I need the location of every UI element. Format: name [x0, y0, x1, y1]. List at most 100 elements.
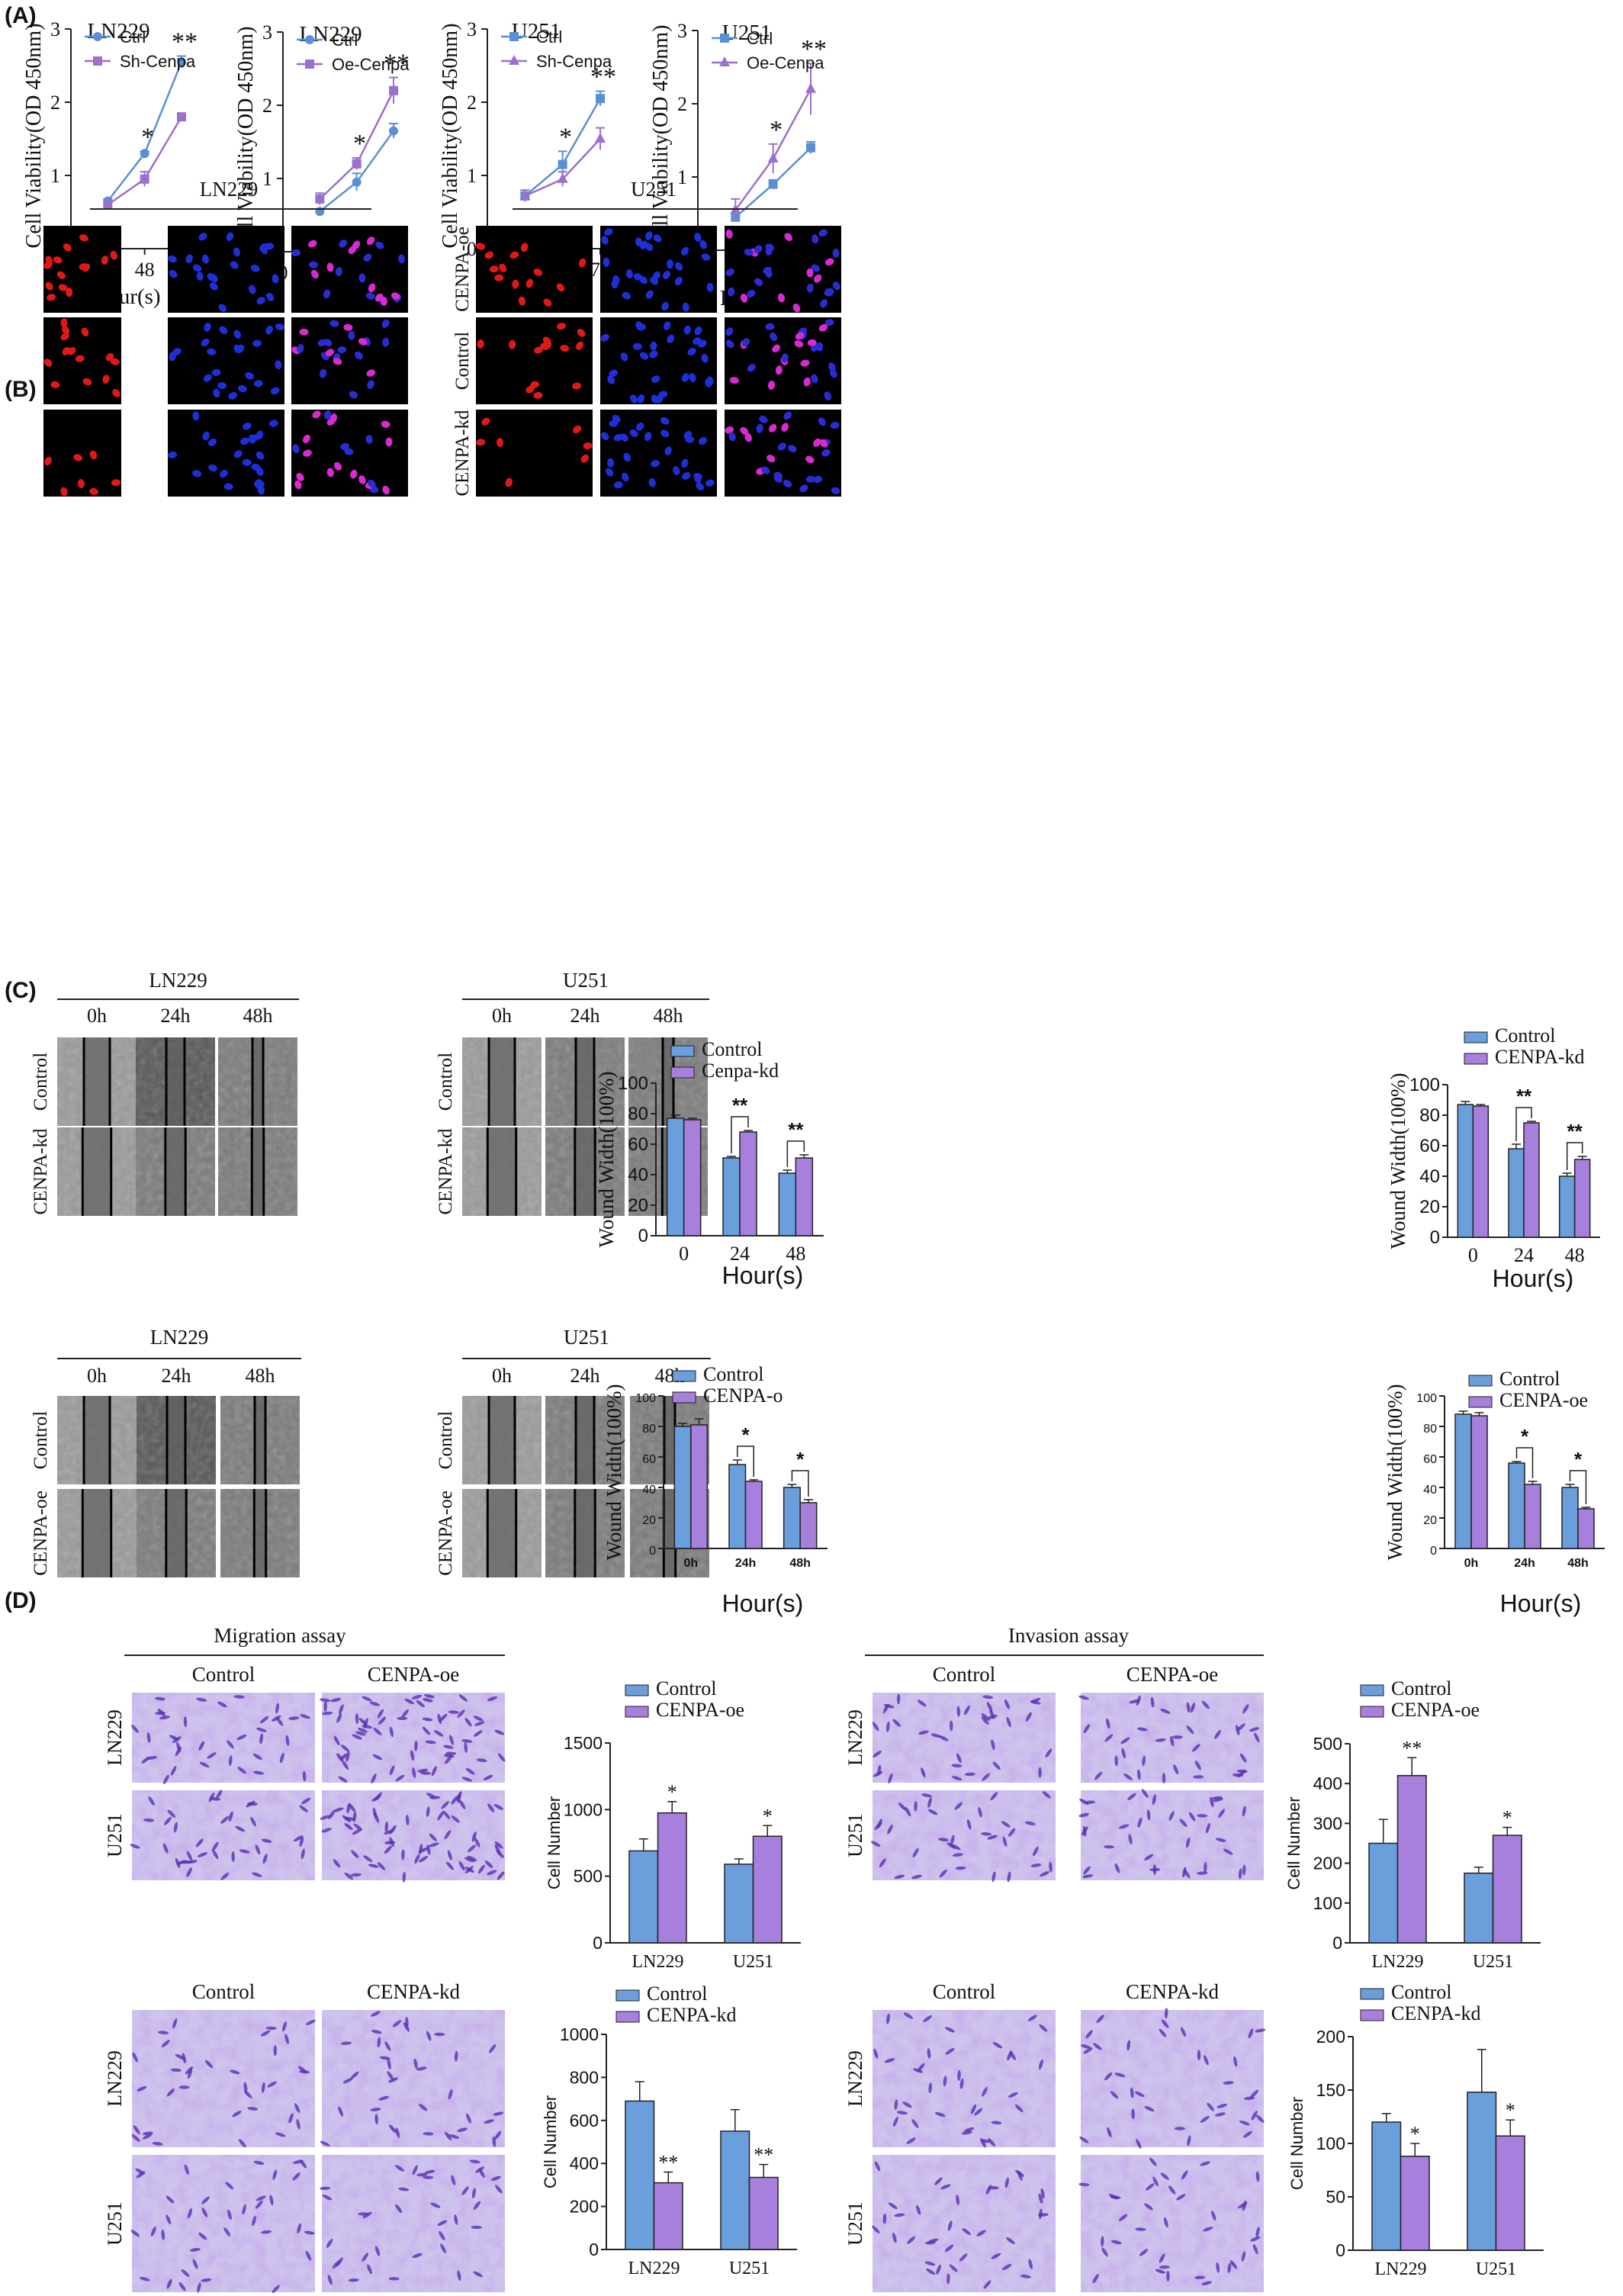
y-tick-label: 200: [1313, 1854, 1342, 1873]
cell-nucleus: [217, 382, 227, 390]
stained-cell: [405, 1815, 410, 1826]
stained-cell: [395, 2127, 400, 2138]
cell-nucleus: [365, 435, 373, 445]
column-label: Control: [192, 1663, 256, 1686]
legend-label: Control: [1499, 1368, 1560, 1390]
stained-cell: [1139, 2249, 1149, 2256]
stained-cell: [256, 2195, 266, 2201]
cell-nucleus: [398, 254, 406, 264]
stained-cell: [448, 1710, 459, 1714]
cell-nucleus: [729, 377, 739, 384]
stained-cell: [1004, 1699, 1010, 1709]
significance-bracket: [1515, 1447, 1534, 1478]
stained-cell: [459, 1799, 466, 1809]
cell-nucleus: [645, 231, 653, 240]
stained-cell: [466, 2113, 472, 2124]
stained-cell: [363, 1855, 373, 1862]
stained-cell: [1030, 1697, 1041, 1703]
y-tick-label: 1: [677, 166, 687, 188]
cell-nucleus: [607, 375, 615, 384]
cell-nucleus: [767, 381, 776, 390]
x-tick-label: U251: [733, 1952, 773, 1972]
row-label: LN229: [104, 1709, 126, 1766]
legend-marker: [509, 32, 519, 41]
cell-nucleus: [795, 332, 805, 340]
cell-nucleus: [613, 481, 623, 489]
stained-cell: [1114, 1755, 1118, 1767]
significance-label: *: [1410, 2123, 1420, 2145]
stained-cell: [487, 1696, 498, 1702]
significance-label: **: [801, 35, 827, 63]
stained-cell: [146, 1756, 158, 1761]
stained-cell: [358, 1718, 368, 1726]
y-tick-label: 20: [642, 1514, 656, 1527]
cell-nucleus: [533, 269, 543, 276]
row-label: LN229: [104, 2050, 126, 2107]
stained-cell: [1216, 2262, 1220, 2273]
cell-nucleus: [650, 341, 657, 351]
wound-gap: [487, 1489, 516, 1577]
y-tick-label: 40: [1419, 1166, 1440, 1187]
stained-cell: [419, 1856, 429, 1863]
stained-cell: [1176, 2194, 1186, 2201]
stained-cell: [1251, 2111, 1258, 2121]
cell-nucleus: [621, 472, 629, 482]
cell-nucleus: [209, 282, 218, 291]
bar: [690, 1424, 709, 1549]
stained-cell: [186, 1851, 193, 1861]
stained-cell: [912, 1847, 919, 1858]
stained-cell: [1142, 1755, 1146, 1767]
data-point: [315, 194, 325, 204]
y-tick-label: 800: [570, 2067, 599, 2087]
cell-nucleus: [256, 451, 265, 460]
stained-cell: [377, 2037, 381, 2048]
legend-marker: [509, 55, 519, 65]
cell-nucleus: [385, 437, 393, 447]
bar: [795, 1157, 814, 1236]
cell-nucleus: [518, 296, 526, 306]
cell-nucleus: [270, 387, 280, 395]
stained-cell: [1211, 1796, 1223, 1800]
y-axis-label: Wound Width(100%): [595, 1072, 618, 1248]
cell-nucleus: [111, 479, 121, 487]
stained-cell: [1223, 1848, 1233, 1855]
stained-cell: [230, 2069, 240, 2075]
y-tick-label: 100: [1409, 1075, 1440, 1095]
cell-nucleus: [67, 347, 76, 355]
fluorescence-image: [168, 226, 284, 313]
stained-cell: [378, 1716, 387, 1725]
bar: [1467, 2092, 1497, 2251]
stained-cell: [135, 2168, 145, 2175]
cell-nucleus: [583, 442, 593, 450]
row-label: U251: [104, 2201, 126, 2246]
stained-cell: [345, 1751, 350, 1762]
stained-cell: [352, 1828, 362, 1835]
stained-cell: [1248, 2028, 1254, 2039]
stained-cell: [963, 2127, 975, 2132]
stained-cell: [959, 2253, 968, 2262]
stained-cell: [297, 2066, 307, 2073]
stained-cell: [333, 1735, 340, 1746]
panel-label-b: (B): [5, 377, 37, 402]
stained-cell: [1241, 2251, 1246, 2262]
bar: [778, 1172, 797, 1236]
column-label: CENPA-oe: [368, 1663, 460, 1686]
stained-cell: [954, 1802, 963, 1810]
significance-label: *: [559, 123, 572, 151]
cell-nucleus: [576, 341, 584, 350]
stained-cell: [1120, 1737, 1130, 1745]
stained-cell: [936, 2264, 941, 2275]
cell-nucleus: [819, 439, 828, 448]
stained-cell: [362, 2211, 372, 2219]
legend-label: CENPA-kd: [1495, 1046, 1585, 1068]
bar: [1371, 2121, 1402, 2251]
significance-bracket: [786, 1140, 805, 1167]
bar: [722, 1157, 741, 1236]
stained-cell: [1028, 2259, 1033, 2270]
stained-cell: [992, 2042, 1003, 2049]
cell-nucleus: [340, 442, 350, 451]
row-label: CENPA-kd: [452, 410, 473, 496]
stained-cell: [261, 2082, 265, 2093]
wound-gap: [489, 1037, 515, 1126]
data-point: [558, 159, 567, 169]
